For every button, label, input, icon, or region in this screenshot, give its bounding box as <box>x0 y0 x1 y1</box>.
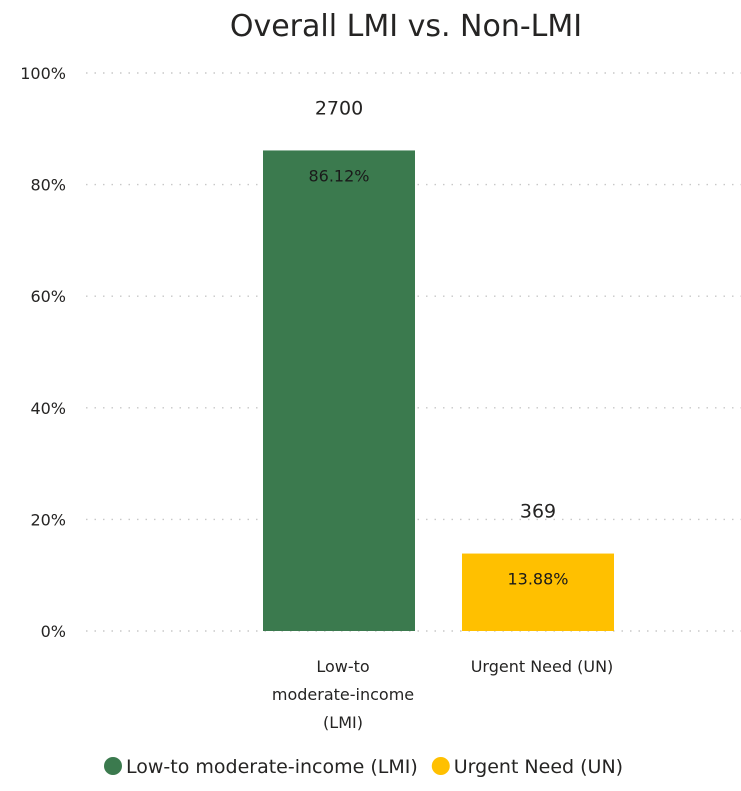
legend-marker <box>431 757 450 775</box>
y-axis-ticks: 100% 80% 60% 40% 20% 0% <box>20 64 66 641</box>
bar <box>263 150 415 632</box>
y-tick-label: 40% <box>30 399 66 418</box>
y-tick-label: 80% <box>30 176 66 195</box>
x-category-label: moderate-income <box>272 685 414 704</box>
y-tick-label: 20% <box>30 510 66 529</box>
bar-percent-label: 13.88% <box>507 570 568 589</box>
x-axis-categories: Low-to moderate-income (LMI) Urgent Need (U… <box>272 657 613 732</box>
data-labels: 2700 86.12% 369 13.88% <box>308 97 568 588</box>
chart-title: Overall LMI vs. Non-LMI <box>230 9 582 44</box>
bar-count-label: 369 <box>520 501 556 523</box>
bar-count-label: 2700 <box>315 97 363 119</box>
x-category-label: (LMI) <box>323 713 363 732</box>
bars <box>263 150 614 632</box>
y-tick-label: 0% <box>41 622 66 641</box>
legend-label: Low-to moderate-income (LMI) <box>126 756 418 778</box>
legend-label: Urgent Need (UN) <box>454 756 623 778</box>
legend-marker <box>104 757 122 775</box>
x-category-label: Urgent Need (UN) <box>471 657 614 676</box>
bar-percent-label: 86.12% <box>308 166 369 185</box>
legend: Low-to moderate-income (LMI) Urgent Need … <box>104 756 623 778</box>
y-tick-label: 60% <box>30 287 66 306</box>
bar <box>462 553 614 631</box>
y-tick-label: 100% <box>20 64 66 83</box>
x-category-label: Low-to <box>316 657 369 676</box>
